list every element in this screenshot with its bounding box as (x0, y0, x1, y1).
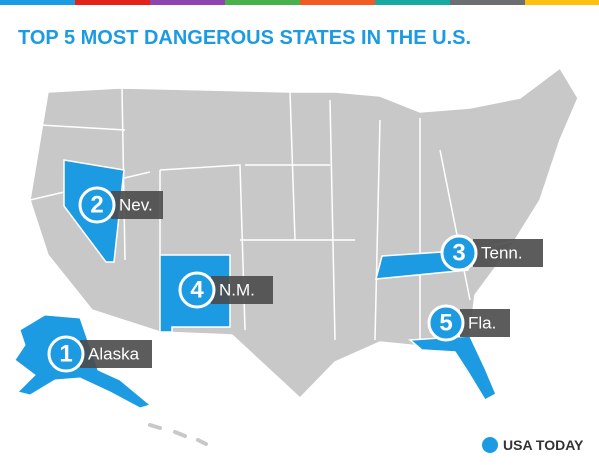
rank-badge (178, 271, 216, 309)
rank-badge (427, 304, 465, 342)
rank-number: 1 (59, 341, 72, 368)
logo: USA TODAY (503, 437, 584, 453)
state-name: Alaska (88, 345, 140, 364)
label-box (460, 309, 510, 337)
label-box (80, 340, 152, 368)
rank-badge (78, 186, 116, 224)
label-box (111, 191, 163, 219)
state-name: Nev. (119, 196, 153, 215)
title: TOP 5 MOST DANGEROUS STATES IN THE U.S. (18, 27, 471, 49)
state-name: N.M. (219, 281, 255, 300)
logo-dot (482, 437, 498, 453)
state-name: Fla. (468, 314, 496, 333)
rank-number: 3 (452, 240, 465, 267)
rank-number: 2 (90, 192, 103, 219)
rank-labels: 1 Alaska 2 Nev. 3 Tenn. 4 N.M. 5 Fla. (47, 186, 543, 373)
label-box (211, 276, 273, 304)
rank-badge (440, 234, 478, 272)
label-box (473, 239, 543, 267)
state-name: Tenn. (481, 244, 523, 263)
color-stripe (0, 0, 599, 5)
rank-number: 5 (439, 310, 452, 337)
rank-number: 4 (190, 277, 204, 304)
rank-badge (47, 335, 85, 373)
